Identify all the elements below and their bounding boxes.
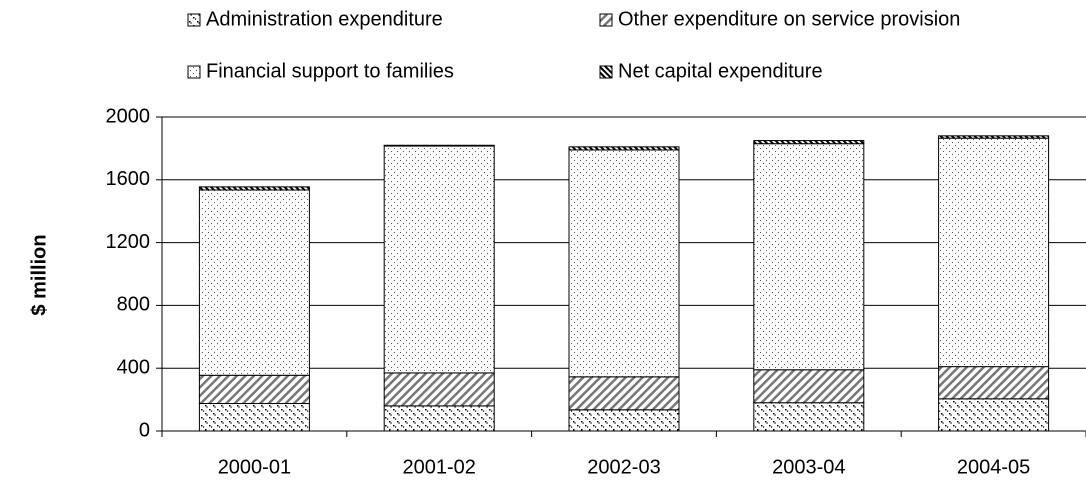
legend-label: Financial support to families (206, 60, 454, 82)
bar-segment (753, 143, 865, 371)
bar-segment (753, 369, 865, 404)
legend-label: Administration expenditure (206, 8, 443, 30)
y-tick-label: 0 (139, 419, 150, 441)
bar-segment (753, 402, 865, 432)
bar-segment (753, 140, 865, 145)
y-tick-label: 2000 (106, 105, 151, 127)
legend-swatch (599, 13, 613, 27)
bar-segment (383, 145, 495, 374)
y-axis-label: $ million (28, 234, 50, 315)
bar-segment (568, 409, 680, 432)
bar-segment (568, 146, 680, 151)
x-tick-label: 2002-03 (587, 456, 660, 478)
x-tick-label: 2001-02 (402, 456, 475, 478)
y-tick-label: 800 (117, 294, 150, 316)
bar-segment (198, 374, 310, 405)
bar-segment (938, 137, 1050, 368)
x-tick-label: 2003-04 (772, 456, 845, 478)
bar-segment (383, 405, 495, 432)
y-tick-label: 400 (117, 356, 150, 378)
bar-segment (568, 149, 680, 378)
x-tick-label: 2000-01 (218, 456, 291, 478)
bar-segment (938, 135, 1050, 139)
bar-segment (198, 186, 310, 191)
y-tick-label: 1200 (106, 231, 151, 253)
bar-segment (383, 144, 495, 147)
x-tick-label: 2004-05 (957, 456, 1030, 478)
legend-swatch (187, 65, 201, 79)
bar-segment (938, 366, 1050, 400)
bar-segment (938, 398, 1050, 432)
bar-segment (198, 189, 310, 376)
bar-segment (198, 403, 310, 432)
legend-label: Other expenditure on service provision (618, 8, 960, 30)
legend-swatch (187, 13, 201, 27)
legend-label: Net capital expenditure (618, 60, 823, 82)
legend-swatch (599, 65, 613, 79)
bar-segment (383, 372, 495, 407)
y-tick-label: 1600 (106, 168, 151, 190)
bar-segment (568, 376, 680, 411)
